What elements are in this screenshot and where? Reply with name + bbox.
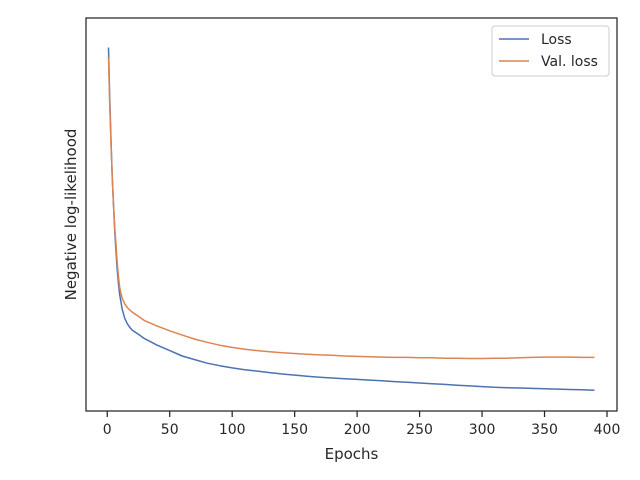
legend: Loss Val. loss — [491, 25, 610, 77]
x-tick-label: 150 — [281, 422, 308, 438]
legend-label-0: Loss — [541, 32, 572, 48]
x-tick-label: 300 — [469, 422, 496, 438]
x-tick-label: 400 — [594, 422, 621, 438]
y-axis-label: Negative log-likelihood — [62, 129, 80, 301]
series-line-0 — [107, 47, 595, 391]
x-tick-label: 0 — [103, 422, 112, 438]
x-axis-label: Epochs — [325, 445, 379, 463]
x-tick-label: 50 — [161, 422, 179, 438]
x-tick-label: 350 — [531, 422, 558, 438]
x-tick-label: 200 — [344, 422, 371, 438]
plot-frame — [85, 17, 618, 412]
x-tick-label: 250 — [406, 422, 433, 438]
x-tick-label: 100 — [219, 422, 246, 438]
legend-label-1: Val. loss — [541, 54, 598, 70]
x-ticks: 0 50 100 150 200 250 300 350 400 — [103, 411, 621, 438]
series-lines — [107, 47, 595, 391]
series-line-1 — [107, 57, 595, 360]
